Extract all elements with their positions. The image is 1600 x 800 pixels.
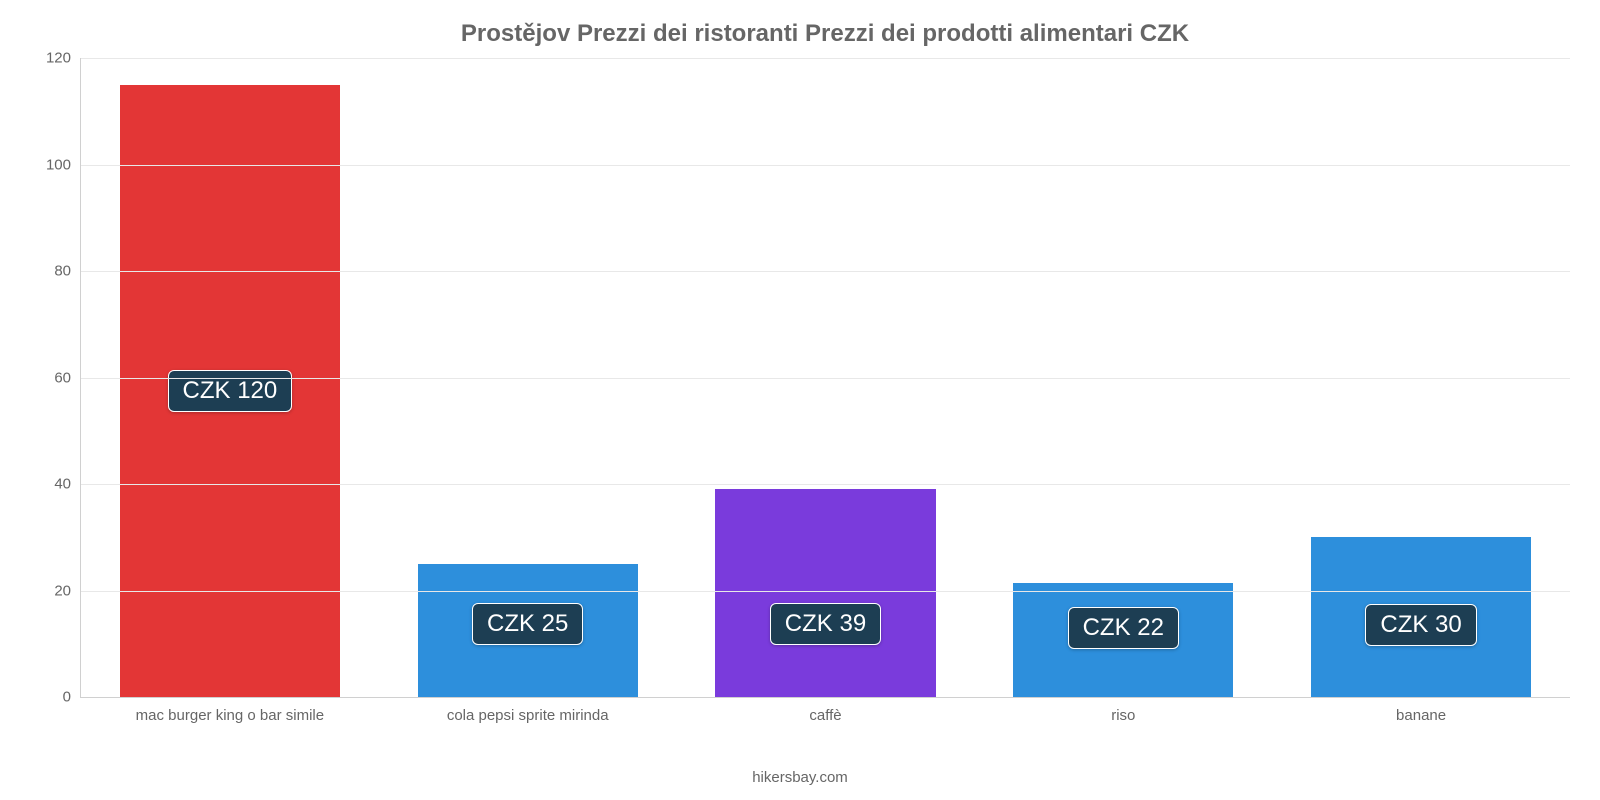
value-badge: CZK 120 xyxy=(168,370,293,412)
y-axis-tick: 40 xyxy=(54,476,71,493)
y-axis-tick: 0 xyxy=(63,689,71,706)
y-axis-tick: 20 xyxy=(54,582,71,599)
bar: CZK 39 xyxy=(715,489,935,697)
grid-line xyxy=(81,591,1570,592)
grid-line xyxy=(81,484,1570,485)
bar: CZK 22 xyxy=(1013,583,1233,697)
y-axis-tick: 60 xyxy=(54,369,71,386)
y-axis-tick: 80 xyxy=(54,263,71,280)
bar: CZK 25 xyxy=(418,564,638,697)
x-axis-label: cola pepsi sprite mirinda xyxy=(447,697,609,724)
x-axis-label: banane xyxy=(1396,697,1446,724)
x-axis-label: caffè xyxy=(809,697,841,724)
y-axis-tick: 100 xyxy=(46,156,71,173)
value-badge: CZK 39 xyxy=(770,603,881,645)
grid-line xyxy=(81,58,1570,59)
chart-title: Prostějov Prezzi dei ristoranti Prezzi d… xyxy=(80,20,1570,48)
x-axis-label: riso xyxy=(1111,697,1135,724)
value-badge: CZK 22 xyxy=(1068,607,1179,649)
value-badge: CZK 25 xyxy=(472,603,583,645)
value-badge: CZK 30 xyxy=(1365,604,1476,646)
grid-line xyxy=(81,165,1570,166)
plot-area: CZK 120mac burger king o bar simileCZK 2… xyxy=(80,58,1570,698)
grid-line xyxy=(81,271,1570,272)
bar: CZK 30 xyxy=(1311,537,1531,697)
bar: CZK 120 xyxy=(120,85,340,697)
y-axis-tick: 120 xyxy=(46,50,71,67)
chart-footer: hikersbay.com xyxy=(0,769,1600,786)
price-chart: Prostějov Prezzi dei ristoranti Prezzi d… xyxy=(0,0,1600,800)
grid-line xyxy=(81,378,1570,379)
x-axis-label: mac burger king o bar simile xyxy=(136,697,324,724)
